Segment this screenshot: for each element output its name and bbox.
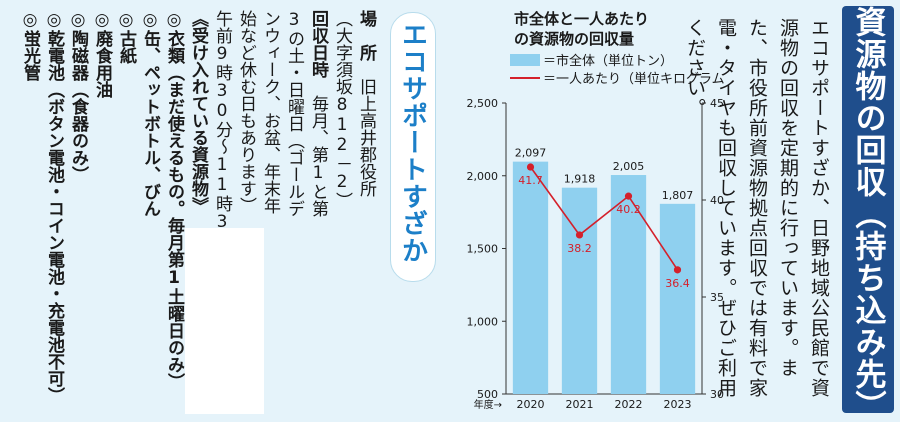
x-tick-label: 2021 xyxy=(566,398,594,411)
intro-text: エコサポートすざか、日野地域公民館で資源物の回収を定期的に行っています。また、市… xyxy=(684,18,830,398)
bar xyxy=(512,161,549,394)
page-title: 資源物の回収（持ち込み先） xyxy=(849,6,886,422)
line-point xyxy=(526,163,535,171)
x-tick-label: 2020 xyxy=(517,398,545,411)
bar-value-label: 1,918 xyxy=(564,173,596,186)
accepted-header: 《受け入れている資源物》 xyxy=(188,10,208,214)
line-value-label: 36.4 xyxy=(665,277,690,290)
accepted-item: ◎乾電池（ボタン電池・コイン電池・充電池不可） xyxy=(44,10,64,404)
date-value-1: 毎月、第1と第 xyxy=(308,95,328,217)
y-tick-label-left: 2,000 xyxy=(467,170,499,183)
time-value: 午前9時30分～11時30分 xyxy=(212,10,232,269)
accepted-item: ◎缶、ペットボトル、びん xyxy=(140,10,160,217)
line-point xyxy=(575,231,584,239)
x-tick-label: 2023 xyxy=(664,398,692,411)
chart-title: 市全体と一人あたり xyxy=(514,10,649,28)
line-series xyxy=(529,166,679,271)
line-point xyxy=(624,192,633,200)
blank-panel xyxy=(185,228,264,414)
bar-value-label: 1,807 xyxy=(662,189,694,202)
date-label: 回収日時 xyxy=(308,10,328,78)
date-value-2: 3の土・日曜日（ゴールデ xyxy=(284,10,304,217)
chart-title-line2: の資源物の回収量 xyxy=(514,30,634,48)
place-label: 場 所 xyxy=(356,10,376,61)
bar xyxy=(610,175,647,394)
accepted-item: ◎古紙 xyxy=(116,10,136,64)
line-point xyxy=(673,266,682,274)
place-address: （大字須坂812－2） xyxy=(332,10,352,209)
y-tick-label-right: 35 xyxy=(710,291,724,304)
place-value: 旧上高井郡役所 xyxy=(356,78,376,197)
date-value-4: 始など休む日もあります） xyxy=(236,10,256,214)
x-axis-label: 年度→ xyxy=(474,398,502,411)
line-value-label: 41.7 xyxy=(518,174,543,187)
accepted-item: ◎陶磁器（食器のみ） xyxy=(68,10,88,183)
y-tick-label-right: 40 xyxy=(710,194,724,207)
legend-label-bar: ＝市全体（単位トン） xyxy=(543,53,673,69)
y-tick-label-left: 1,500 xyxy=(467,243,499,256)
legend-label-line: ＝一人あたり（単位キログラム） xyxy=(543,71,724,87)
bar xyxy=(659,203,696,394)
details-text: 場 所 旧上高井郡役所 （大字須坂812－2） 回収日時 毎月、第1と第 3の土… xyxy=(18,10,378,410)
bar-value-label: 2,097 xyxy=(515,147,547,160)
y-tick-label-right: 45 xyxy=(710,97,724,110)
y-tick-label-left: 1,000 xyxy=(467,315,499,328)
bar xyxy=(561,187,598,394)
accepted-item: ◎衣類（まだ使えるもの。毎月第1土曜日のみ） xyxy=(164,10,184,390)
accepted-item: ◎廃食用油 xyxy=(92,10,112,98)
eco-support-label: エコサポートすざか xyxy=(390,12,436,282)
eco-support-name: エコサポートすざか xyxy=(397,21,428,264)
y-tick-label-left: 2,500 xyxy=(467,97,499,110)
y-tick-label-right: 30 xyxy=(710,388,724,401)
bar-value-label: 2,005 xyxy=(613,160,645,173)
line-value-label: 38.2 xyxy=(567,242,592,255)
title-band: 資源物の回収（持ち込み先） xyxy=(842,6,894,422)
chart-area: 市全体と一人あたり の資源物の回収量 ＝市全体（単位トン） ＝一人あたり（単位キログラ… xyxy=(444,0,725,419)
legend-swatch-bar xyxy=(510,54,540,66)
y-tick-label-left: 500 xyxy=(477,388,498,401)
date-value-3: ンウィーク、お盆、年末年 xyxy=(260,10,280,214)
x-tick-label: 2022 xyxy=(615,398,643,411)
accepted-item: ◎蛍光管 xyxy=(20,10,40,81)
line-value-label: 40.2 xyxy=(616,203,641,216)
